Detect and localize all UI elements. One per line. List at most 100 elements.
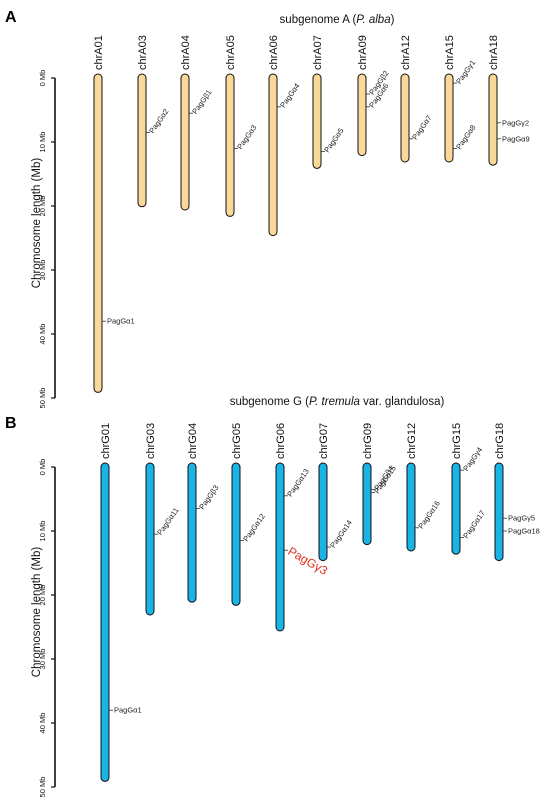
chromosome-bar (362, 462, 372, 546)
y-tick-label: 50 Mb (38, 777, 47, 798)
y-tick-label: 10 Mb (38, 132, 47, 153)
gene-marker-pagg-9: PagGα9 (497, 134, 530, 143)
y-tick-label: 40 Mb (38, 713, 47, 734)
gene-label: PagGα3 (235, 123, 258, 151)
chromosome-bar (187, 462, 197, 603)
chromosome-label: chrG05 (231, 423, 243, 459)
gene-label: PagGγ4 (461, 445, 484, 472)
gene-label: PagGα4 (278, 82, 301, 110)
gene-marker-pagg-3: PagGβ3 (196, 483, 221, 511)
y-tick-label: 50 Mb (38, 388, 47, 409)
gene-marker-pagg-1: PagGβ1 (189, 88, 214, 116)
y-tick-label: 30 Mb (38, 260, 47, 281)
gene-marker-pagg-1: PagGγ1 (453, 58, 477, 86)
chromosome-bar (494, 462, 504, 562)
y-tick-label: 0 Mb (38, 70, 47, 87)
chromosome-label: chrA15 (444, 35, 456, 70)
chromosome-bar (225, 73, 235, 217)
chromosome-bar (180, 73, 190, 211)
chromosome-chra04: chrA04 PagGβ1 (180, 35, 214, 211)
y-tick-label: 20 Mb (38, 585, 47, 606)
gene-label: PagGα1 (114, 706, 142, 715)
gene-marker-pagg-4: PagGγ4 (460, 445, 484, 473)
gene-label: PagGα1 (107, 317, 135, 326)
gene-label: PagGβ3 (197, 483, 220, 511)
panel-letter: A (5, 9, 17, 26)
gene-marker-pagg-13: PagGα13 (284, 467, 311, 498)
chromosome-bar (444, 73, 454, 163)
chromosome-chrg18: chrG18 PagGγ5 PagGα18 (494, 423, 540, 562)
chromosome-bar (231, 462, 241, 606)
gene-label: PagGγ1 (454, 58, 477, 85)
chromosome-bar (275, 462, 285, 632)
gene-label: PagGα12 (241, 512, 267, 543)
chromosome-chrg07: chrG07 PagGα14 (318, 423, 354, 562)
chromosome-label: chrG12 (406, 423, 418, 459)
y-tick-label: 0 Mb (38, 459, 47, 476)
panel-letter: B (5, 415, 17, 432)
chromosome-label: chrA18 (488, 35, 500, 70)
chromosome-bar (137, 73, 147, 208)
chromosome-chrg04: chrG04 PagGβ3 (187, 423, 221, 603)
chromosome-label: chrG09 (362, 423, 374, 459)
chromosome-chra01: chrA01 PagGα1 (93, 35, 135, 393)
chromosome-bar (318, 462, 328, 562)
chromosome-label: chrG15 (451, 423, 463, 459)
gene-marker-pagg-5: PagGγ5 (503, 514, 535, 523)
y-tick-label: 40 Mb (38, 324, 47, 345)
gene-marker-pagg-4: PagGα4 (277, 82, 302, 110)
y-axis-title: Chromosome length (Mb) (31, 547, 43, 678)
gene-label: PagGα11 (155, 506, 180, 537)
chromosome-label: chrA03 (137, 35, 149, 70)
chromosome-bar (100, 462, 110, 782)
chromosome-label: chrA09 (357, 35, 369, 70)
gene-label: PagGα18 (508, 527, 540, 536)
gene-label: PagGγ2 (502, 118, 529, 127)
gene-label: PagGα8 (454, 123, 477, 151)
gene-marker-pagg-1: PagGα1 (109, 706, 142, 715)
chromosome-bar (145, 462, 155, 616)
y-tick-label: 20 Mb (38, 196, 47, 217)
chromosome-chra18: chrA18 PagGγ2 PagGα9 (488, 35, 530, 166)
chromosome-bar (488, 73, 498, 166)
y-tick-label: 10 Mb (38, 521, 47, 542)
y-axis-title: Chromosome length (Mb) (31, 158, 43, 289)
panel-title: subgenome A (P. alba) (280, 14, 395, 26)
chromosome-bar (406, 462, 416, 552)
gene-label: PagGα9 (502, 134, 530, 143)
gene-marker-pagg-11: PagGα11 (154, 506, 181, 537)
gene-label: PagGα13 (285, 467, 311, 498)
y-tick-label: 30 Mb (38, 649, 47, 670)
chromosome-bar (312, 73, 322, 169)
chromosome-chrg01: chrG01 PagGα1 (100, 423, 142, 782)
gene-label: PagGα5 (322, 126, 345, 154)
chromosome-label: chrG01 (100, 423, 112, 459)
gene-label: PagGα7 (410, 114, 433, 142)
chromosome-chrg12: chrG12 PagGα16 (406, 423, 442, 552)
chromosome-chra03: chrA03 PagGα2 (137, 35, 171, 208)
gene-label: PagGγ5 (508, 514, 535, 523)
chromosome-label: chrA04 (180, 35, 192, 70)
gene-marker-pagg-17: PagGα17 (460, 509, 487, 540)
gene-label: PagGα17 (461, 509, 487, 540)
gene-label: PagGα14 (328, 518, 354, 549)
chromosome-label: chrG07 (318, 423, 330, 459)
gene-marker-pagg-18: PagGα18 (503, 527, 540, 536)
chromosome-chra06: chrA06 PagGα4 (268, 35, 302, 237)
gene-label: PagGβ1 (190, 88, 213, 116)
chromosome-label: chrA06 (268, 35, 280, 70)
chromosome-label: chrA05 (225, 35, 237, 70)
chromosome-label: chrG03 (145, 423, 157, 459)
chromosome-chra07: chrA07 PagGα5 (312, 35, 346, 169)
chromosome-label: chrA12 (400, 35, 412, 70)
chromosome-bar (268, 73, 278, 237)
chromosome-label: chrA01 (93, 35, 105, 70)
chromosome-label: chrG06 (275, 423, 287, 459)
